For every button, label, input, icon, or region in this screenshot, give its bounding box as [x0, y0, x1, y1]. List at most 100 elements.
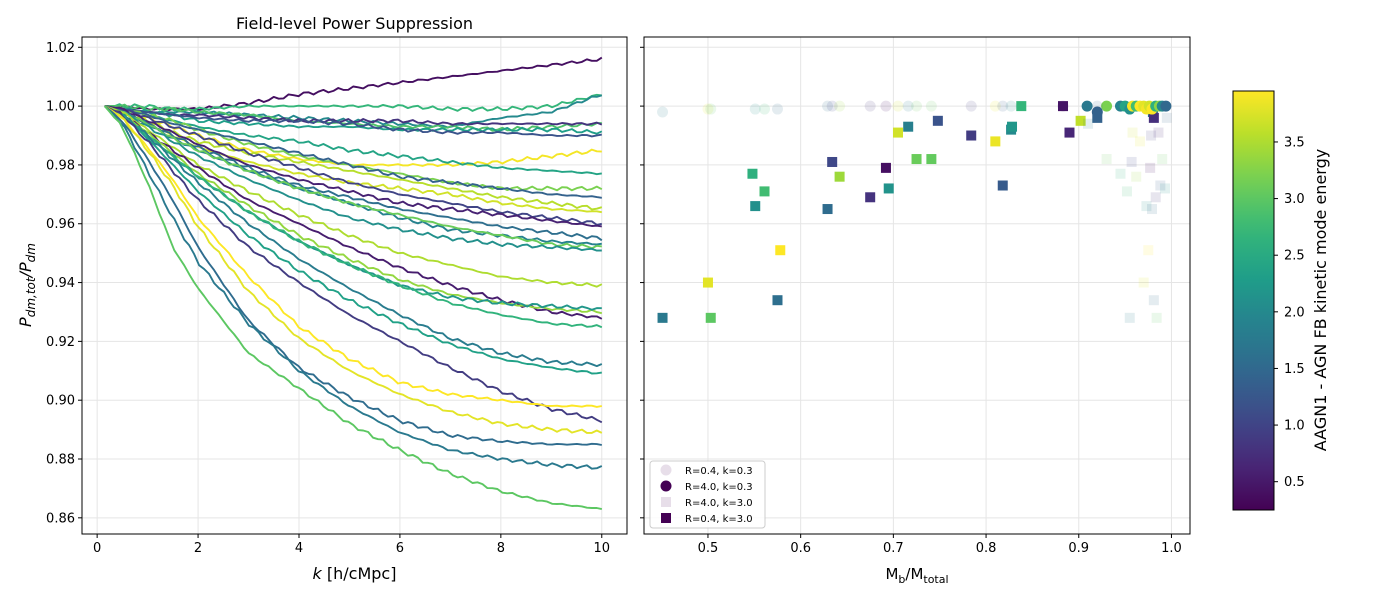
circle-point	[1081, 100, 1093, 112]
left-y-ticks: 0.86 0.88 0.90 0.92 0.94 0.96 0.98 1.00 1.02	[46, 41, 82, 526]
x-tick-label: 0.9	[1068, 541, 1089, 556]
x-tick-label: 4	[295, 541, 303, 556]
square-point	[911, 154, 922, 165]
power-suppression-line	[104, 105, 602, 199]
square-point	[747, 168, 758, 179]
power-suppression-line	[104, 105, 602, 252]
left-x-ticks: 0 2 4 6 8 10	[93, 534, 610, 556]
x-tick-label: 0	[93, 541, 101, 556]
x-tick-label: 2	[194, 541, 202, 556]
faded-square-point	[1159, 183, 1170, 194]
x-tick-label: 0.7	[883, 541, 904, 556]
x-tick-label: 6	[396, 541, 404, 556]
legend-marker	[661, 497, 671, 507]
faded-circle-point	[1057, 100, 1069, 112]
colorbar-tick-label: 3.0	[1284, 192, 1305, 207]
faded-square-point	[1134, 136, 1145, 147]
square-point	[966, 130, 977, 141]
square-point	[1148, 112, 1159, 123]
square-point	[865, 192, 876, 203]
faded-circle-point	[997, 100, 1009, 112]
faded-square-point	[1124, 312, 1135, 323]
y-tick-label: 0.94	[46, 276, 75, 291]
y-tick-label: 0.96	[46, 217, 75, 232]
x-tick-label: 0.5	[698, 541, 719, 556]
square-point	[1075, 115, 1086, 126]
power-suppression-line	[104, 105, 602, 250]
square-point	[772, 295, 783, 306]
faded-square-point	[1153, 127, 1164, 138]
faded-square-point	[1161, 112, 1172, 123]
faded-circle-point	[892, 100, 904, 112]
square-point	[759, 186, 770, 197]
faded-circle-point	[1005, 100, 1017, 112]
square-point	[657, 312, 668, 323]
legend: R=0.4, k=0.3 R=4.0, k=0.3 R=4.0, k=3.0 R…	[649, 460, 766, 529]
left-y-axis-label: Pdm,tot/Pdm	[16, 243, 38, 327]
colorbar-tick-label: 1.0	[1284, 419, 1305, 434]
square-point	[1016, 101, 1027, 112]
power-suppression-line	[104, 105, 603, 424]
power-suppression-line	[104, 105, 603, 288]
legend-markers	[660, 464, 672, 523]
faded-circle-point	[657, 106, 669, 118]
faded-circle-point	[822, 100, 834, 112]
faded-circle-point	[702, 103, 714, 115]
faded-circle-point	[880, 100, 892, 112]
power-suppression-line	[104, 105, 603, 226]
right-x-ticks: 0.5 0.6 0.7 0.8 0.9 1.0	[698, 534, 1182, 556]
faded-square-point	[1083, 118, 1094, 129]
faded-square-point	[1150, 192, 1161, 203]
circle-point	[1160, 100, 1172, 112]
colorbar-ticks: 0.5 1.0 1.5 2.0 2.5 3.0 3.5	[1274, 135, 1305, 490]
square-point	[892, 127, 903, 138]
y-tick-label: 0.86	[46, 511, 75, 526]
y-tick-label: 0.88	[46, 453, 75, 468]
square-point	[1007, 121, 1018, 132]
x-tick-label: 8	[497, 541, 505, 556]
power-suppression-line	[104, 105, 602, 228]
x-tick-label: 1.0	[1161, 541, 1182, 556]
legend-marker	[660, 480, 672, 492]
square-point	[880, 162, 891, 173]
square-point	[834, 171, 845, 182]
x-tick-label: 0.8	[976, 541, 997, 556]
legend-label: R=0.4, k=3.0	[685, 514, 753, 525]
power-suppression-line	[104, 105, 603, 329]
right-axes-frame	[643, 36, 1191, 535]
left-x-axis-label: k [h/cMpc]	[313, 564, 397, 583]
power-suppression-line	[104, 105, 602, 138]
colorbar-tick-label: 0.5	[1284, 475, 1305, 490]
faded-square-point	[1126, 156, 1137, 167]
legend-label: R=4.0, k=3.0	[685, 498, 753, 509]
square-point	[932, 115, 943, 126]
colorbar-gradient	[1232, 90, 1275, 511]
square-point	[822, 204, 833, 215]
left-axes-frame	[81, 36, 628, 535]
faded-square-point	[1143, 245, 1154, 256]
faded-circle-point	[925, 100, 937, 112]
faded-square-point	[1148, 295, 1159, 306]
legend-marker	[661, 513, 671, 523]
colorbar-label: AAGN1 - AGN FB kinetic mode energy	[1311, 149, 1330, 451]
square-point	[997, 180, 1008, 191]
legend-label: R=0.4, k=0.3	[685, 466, 753, 477]
y-tick-label: 0.90	[46, 394, 75, 409]
power-suppression-line	[104, 105, 602, 408]
faded-circle-point	[759, 103, 771, 115]
legend-marker	[660, 464, 672, 476]
faded-circle-point	[989, 100, 1001, 112]
square-point	[827, 156, 838, 167]
right-y-ticks	[640, 46, 644, 519]
y-tick-label: 1.02	[46, 41, 75, 56]
colorbar-tick-label: 2.0	[1284, 305, 1305, 320]
faded-circle-point	[911, 100, 923, 112]
colorbar-tick-label: 1.5	[1284, 362, 1305, 377]
power-suppression-line	[104, 105, 602, 375]
power-suppression-line	[104, 105, 603, 470]
line-series-group	[103, 56, 603, 511]
power-suppression-line	[104, 105, 603, 242]
faded-square-point	[1146, 204, 1157, 215]
square-point	[702, 277, 713, 288]
right-x-axis-label: Mb/Mtotal	[885, 565, 948, 586]
